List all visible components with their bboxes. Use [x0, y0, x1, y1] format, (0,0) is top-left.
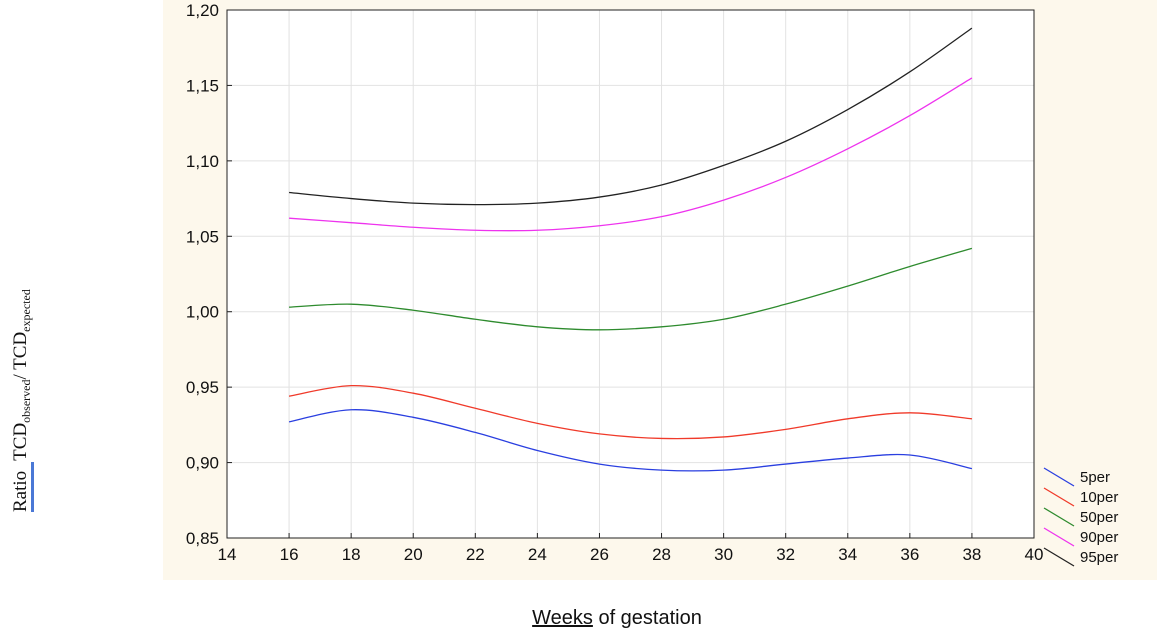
- x-tick-label: 14: [218, 545, 237, 564]
- series-line-90per: [289, 77, 973, 232]
- y-axis-label: RatioTCDobserved/ TCDexpected: [10, 289, 34, 512]
- y-tick-label: 1,20: [186, 1, 219, 20]
- series-line-10per: [288, 384, 972, 440]
- y-tick-label: 0,85: [186, 529, 219, 548]
- x-tick-label: 36: [900, 545, 919, 564]
- legend-label-95per: 95per: [1080, 549, 1118, 566]
- y-label-highlight: [31, 462, 34, 512]
- legend-swatch-50per: [1043, 507, 1075, 527]
- series-lines: [288, 27, 973, 472]
- legend-label-50per: 50per: [1080, 509, 1118, 526]
- legend-swatch-95per: [1043, 547, 1075, 567]
- x-tick-label: 28: [652, 545, 671, 564]
- y-tick-label: 1,05: [186, 227, 219, 246]
- svg-text:RatioTCDobserved/ TCDexpected: RatioTCDobserved/ TCDexpected: [10, 289, 33, 512]
- y-tick-label: 0,95: [186, 378, 219, 397]
- axis-ticks: 14 16 18 20 22 24 26 28 30 32 34 36 38 40 0,85 0,90 0,95…: [186, 1, 1044, 564]
- x-tick-label: 22: [466, 545, 485, 564]
- x-tick-label: 40: [1025, 545, 1044, 564]
- legend-swatch-90per: [1043, 527, 1075, 547]
- y-tick-label: 1,00: [186, 303, 219, 322]
- legend-label-10per: 10per: [1080, 489, 1118, 506]
- x-tick-label: 20: [404, 545, 423, 564]
- x-tick-label: 32: [776, 545, 795, 564]
- legend-label-5per: 5per: [1080, 469, 1110, 486]
- legend-label-90per: 90per: [1080, 529, 1118, 546]
- x-tick-label: 34: [838, 545, 857, 564]
- x-axis-label: Weeks of gestation: [532, 607, 702, 629]
- plot-frame: [226, 9, 1035, 539]
- x-tick-label: 26: [590, 545, 609, 564]
- legend: 5per 10per 50per 90per 95per: [1043, 467, 1118, 567]
- series-line-95per: [289, 27, 973, 206]
- y-tick-label: 1,15: [186, 76, 219, 95]
- y-tick-label: 1,10: [186, 152, 219, 171]
- legend-swatch-5per: [1043, 467, 1075, 487]
- y-tick-label: 0,90: [186, 454, 219, 473]
- x-tick-label: 18: [342, 545, 361, 564]
- x-tick-label: 24: [528, 545, 547, 564]
- series-line-50per: [289, 247, 973, 331]
- x-tick-label: 38: [962, 545, 981, 564]
- x-tick-label: 16: [280, 545, 299, 564]
- series-line-5per: [288, 409, 973, 472]
- plot-area: [227, 10, 1034, 538]
- legend-swatch-10per: [1043, 487, 1075, 507]
- x-tick-label: 30: [714, 545, 733, 564]
